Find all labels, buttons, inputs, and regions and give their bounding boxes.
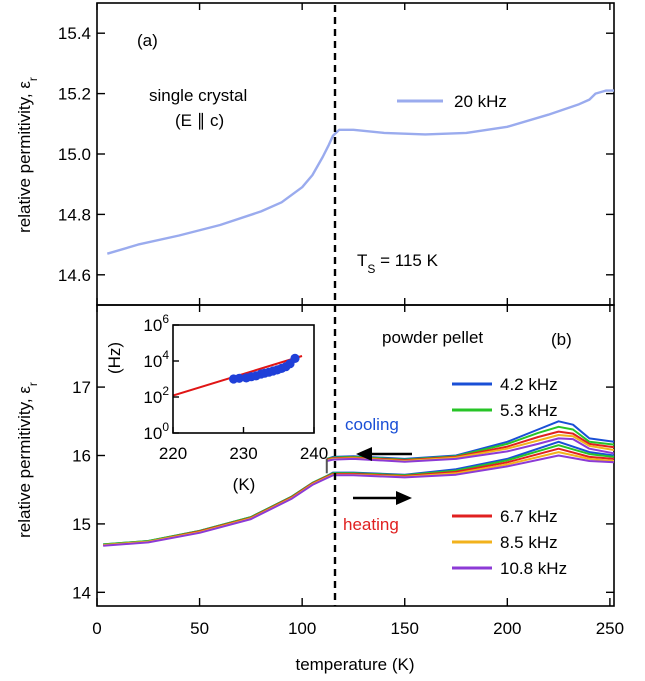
inset-data <box>173 353 303 397</box>
panel-b-legend: 4.2 kHz 5.3 kHz 6.7 kHz 8.5 kHz 10.8 kHz <box>452 375 567 578</box>
y-tick-label: 16 <box>72 447 91 466</box>
heating-arrow <box>353 491 412 505</box>
powder-pellet-label: powder pellet <box>382 328 483 347</box>
x-tick-label: 100 <box>288 619 316 638</box>
legend-label-2: 6.7 kHz <box>500 507 558 526</box>
cooling-arrow <box>356 447 412 461</box>
inset-y-axis-title: (Hz) <box>105 342 124 374</box>
heating-label: heating <box>343 515 399 534</box>
y-tick-label: 14.6 <box>58 266 91 285</box>
legend-label-4: 10.8 kHz <box>500 559 567 578</box>
panel-b-x-ticks: 0 50 100 150 200 250 <box>92 305 624 638</box>
inset-y-tick-label: 104 <box>143 348 169 371</box>
legend-label-0: 4.2 kHz <box>500 375 558 394</box>
panel-b-y-ticks: 14 15 16 17 <box>72 378 614 602</box>
x-axis-title: temperature (K) <box>295 655 414 674</box>
legend-label-3: 8.5 kHz <box>500 533 558 552</box>
panel-b-y-axis-title: relative permitivity, εr <box>15 382 40 538</box>
series-heating-4 <box>103 454 614 547</box>
inset-y-tick-label: 100 <box>143 420 169 443</box>
y-tick-label: 15.2 <box>58 85 91 104</box>
y-tick-label: 14.8 <box>58 205 91 224</box>
inset-x-axis-title: (K) <box>233 475 256 494</box>
inset-y-tick-label: 102 <box>143 384 169 407</box>
transition-temperature-label: TS = 115 K <box>357 251 439 276</box>
inset-x-tick-label: 220 <box>159 444 187 463</box>
panel-a-y-ticks: 14.6 14.8 15.0 15.2 15.4 <box>58 24 614 285</box>
y-tick-label: 14 <box>72 583 91 602</box>
inset-y-tick-label: 106 <box>143 312 169 335</box>
inset-x-tick-label: 230 <box>229 444 257 463</box>
sample-label-line2: (E ∥ c) <box>175 111 224 130</box>
y-tick-label: 17 <box>72 378 91 397</box>
y-tick-label: 15 <box>72 515 91 534</box>
legend-label-1: 5.3 kHz <box>500 401 558 420</box>
panel-a-x-ticks <box>96 3 611 305</box>
inset-x-tick-label: 240 <box>300 444 328 463</box>
panel-a-frame <box>96 2 615 306</box>
x-tick-label: 150 <box>391 619 419 638</box>
series-cooling-4 <box>326 437 614 463</box>
panel-a-series <box>106 89 614 255</box>
x-tick-label: 200 <box>493 619 521 638</box>
inset-x-ticks: 220 230 240 <box>159 427 328 463</box>
x-tick-label: 250 <box>596 619 624 638</box>
x-tick-label: 50 <box>190 619 209 638</box>
panel-a-y-axis-title: relative permitivity, εr <box>15 77 40 233</box>
inset-y-ticks: 100 102 104 106 <box>143 312 179 443</box>
cooling-label: cooling <box>345 415 399 434</box>
y-tick-label: 15.0 <box>58 145 91 164</box>
inset: 100 102 104 106 220 230 240 (Hz) (K) <box>105 312 328 494</box>
inset-point <box>234 373 244 383</box>
panel-b: 14 15 16 17 0 50 100 150 200 250 relative permit… <box>15 304 624 674</box>
panel-b-label: (b) <box>551 330 572 349</box>
legend-label-20khz: 20 kHz <box>454 92 507 111</box>
panel-a: 14.6 14.8 15.0 15.2 15.4 relative permitivit… <box>15 2 615 306</box>
x-tick-label: 0 <box>92 619 101 638</box>
inset-point <box>290 353 300 363</box>
series-line-a-0 <box>106 89 614 255</box>
sample-label-line1: single crystal <box>149 86 247 105</box>
panel-b-series <box>103 420 614 547</box>
y-tick-label: 15.4 <box>58 24 91 43</box>
panel-a-label: (a) <box>137 31 158 50</box>
